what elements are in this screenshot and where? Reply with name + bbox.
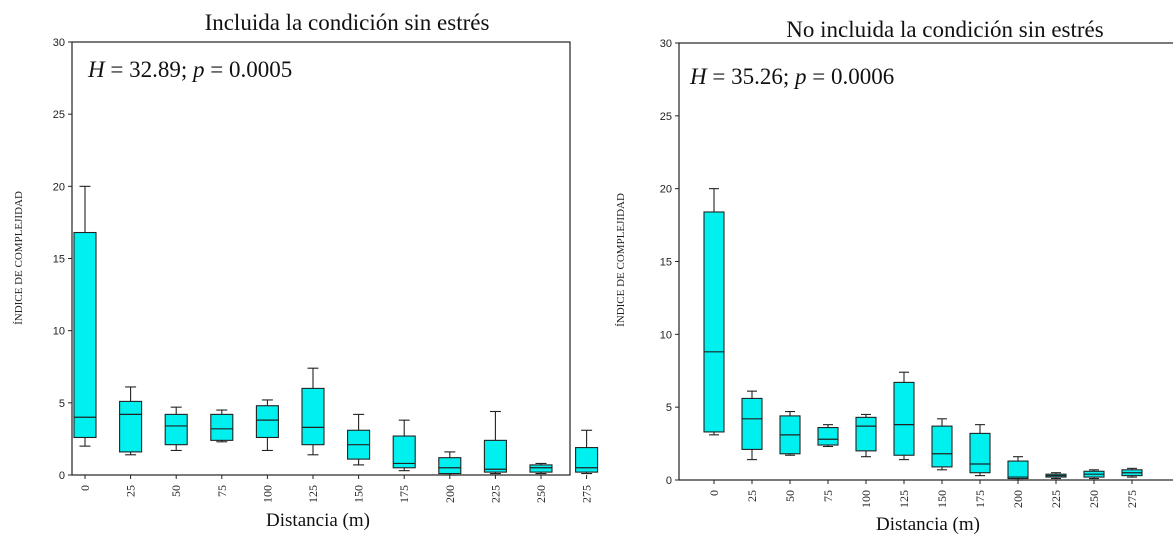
right-x-tick-label: 75 [821,490,835,502]
left-h-symbol: H [87,57,106,82]
right-x-axis-label: Distancia (m) [876,514,980,535]
left-box [164,413,188,446]
left-y-tick-label: 15 [53,254,65,266]
left-x-tick-label: 175 [397,485,411,503]
right-x-tick-label: 200 [1011,490,1025,508]
right-x-tick-label: 150 [935,490,949,508]
right-y-tick-label: 10 [660,329,672,341]
right-box [741,397,763,450]
left-y-axis-label: ÍNDICE DE COMPLEJIDAD [13,191,25,325]
right-panel: No incluida la condición sin estrés H = … [615,17,1173,535]
right-x-tick-label: 25 [745,490,759,502]
left-y-tick-label: 30 [53,37,65,49]
right-y-tick-label: 30 [660,38,672,50]
left-h-value: = 32.89; [105,57,193,82]
right-box [1007,460,1029,480]
right-y-tick-label: 20 [660,184,672,196]
left-x-tick-label: 100 [260,485,274,503]
left-box [529,464,553,473]
right-box [703,211,725,433]
left-x-tick-label: 250 [534,485,548,503]
right-stat-annotation: H = 35.26; p = 0.0006 [689,64,894,89]
left-plot-marks: 0 5 10 15 20 25 30 0 25 50 75 100 125 150 175 200 225 250… [53,37,599,503]
left-x-tick-label: 0 [78,485,92,491]
right-p-value: = 0.0006 [807,64,895,89]
left-p-value: = 0.0005 [205,57,293,82]
left-box [210,413,234,441]
right-y-tick-label: 25 [660,111,672,123]
right-x-tick-label: 275 [1125,490,1139,508]
left-x-tick-label: 50 [169,485,183,497]
left-x-tick-label: 200 [443,485,457,503]
left-x-tick-label: 275 [580,485,594,503]
left-box [575,447,599,473]
left-box [255,405,279,439]
right-x-tick-label: 100 [859,490,873,508]
right-h-symbol: H [689,64,708,89]
right-x-tick-label: 225 [1049,490,1063,508]
left-x-tick-label: 150 [352,485,366,503]
right-y-axis-label: ÍNDICE DE COMPLEJIDAD [615,193,627,327]
left-box [119,400,143,453]
left-box [392,435,416,469]
left-x-tick-label: 75 [215,485,229,497]
left-y-tick-label: 5 [59,398,65,410]
left-x-tick-label: 125 [306,485,320,503]
right-chart-title: No incluida la condición sin estrés [786,17,1104,42]
right-y-tick-label: 0 [666,475,672,487]
left-y-tick-label: 25 [53,109,65,121]
left-y-tick-label: 10 [53,326,65,338]
left-stat-annotation: H = 32.89; p = 0.0005 [87,57,292,82]
right-box [855,416,877,452]
left-box [483,439,507,473]
left-x-tick-label: 25 [124,485,138,497]
right-y-tick-label: 5 [666,402,672,414]
right-p-symbol: p [793,64,807,89]
left-box [301,387,325,446]
left-chart-title: Incluida la condición sin estrés [205,10,490,35]
right-box [969,432,991,474]
left-p-symbol: p [191,57,205,82]
right-x-tick-label: 125 [897,490,911,508]
left-x-tick-label: 225 [488,485,502,503]
left-y-tick-label: 20 [53,181,65,193]
right-x-tick-label: 50 [783,490,797,502]
left-box [73,231,97,439]
right-h-value: = 35.26; [707,64,795,89]
right-y-tick-label: 15 [660,257,672,269]
right-box [931,425,953,468]
right-x-tick-label: 250 [1087,490,1101,508]
right-box [893,381,915,456]
right-x-tick-label: 0 [707,490,721,496]
right-plot-marks: 0 5 10 15 20 25 30 0 25 50 75 100 125 150 175 200 225 250… [660,38,1143,508]
left-y-tick-label: 0 [59,470,65,482]
left-box [438,457,462,475]
right-box [817,427,839,446]
right-x-tick-label: 175 [973,490,987,508]
left-x-axis-label: Distancia (m) [266,510,370,531]
left-panel: Incluida la condición sin estrés H = 32.… [13,10,599,531]
